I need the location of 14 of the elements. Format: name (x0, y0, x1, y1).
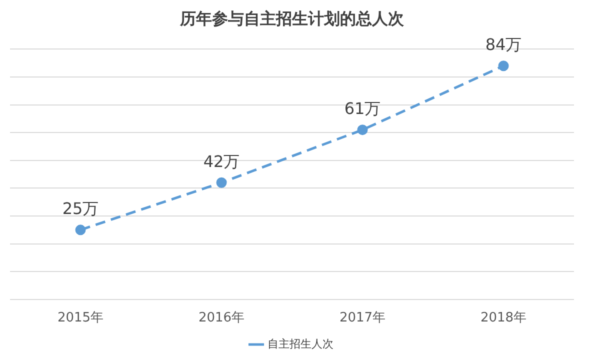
x-tick-label: 2018年 (480, 310, 527, 326)
x-tick-label: 2015年 (57, 310, 104, 326)
point (498, 60, 509, 72)
point (75, 224, 86, 236)
x-tick-label: 2017年 (339, 310, 386, 326)
data-label: 42万 (203, 152, 240, 171)
chart-title: 历年参与自主招生计划的总人次 (179, 8, 405, 28)
data-label: 84万 (485, 35, 522, 54)
point (216, 177, 227, 188)
data-label: 25万 (62, 199, 99, 218)
data-label: 61万 (344, 98, 381, 118)
x-tick-label: 2016年 (198, 310, 245, 326)
legend-label: 自主招生人次 (267, 337, 334, 350)
point (357, 124, 368, 136)
